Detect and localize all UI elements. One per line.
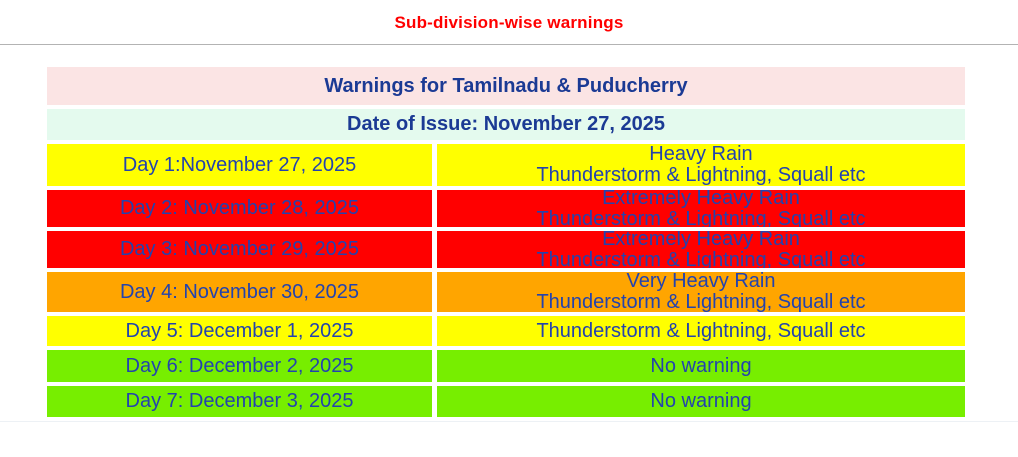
warning-cell: No warning bbox=[437, 386, 965, 417]
day-label: Day 3: November 29, 2025 bbox=[119, 238, 360, 260]
warning-line-2: Thunderstorm & Lightning, Squall etc bbox=[536, 164, 866, 186]
page-title: Sub-division-wise warnings bbox=[394, 13, 624, 32]
bottom-divider bbox=[0, 421, 1018, 422]
warning-line-2: No warning bbox=[650, 390, 752, 412]
warning-cell: Very Heavy Rain Thunderstorm & Lightning… bbox=[437, 272, 965, 312]
warning-cell: Extremely Heavy Rain Thunderstorm & Ligh… bbox=[437, 190, 965, 227]
day-cell: Day 7: December 3, 2025 bbox=[47, 386, 432, 417]
warnings-table: Warnings for Tamilnadu & Puducherry Date… bbox=[47, 67, 965, 417]
warning-line-1: Very Heavy Rain bbox=[626, 272, 776, 292]
day-cell: Day 6: December 2, 2025 bbox=[47, 350, 432, 382]
date-of-issue: Date of Issue: November 27, 2025 bbox=[347, 113, 665, 135]
day-cell: Day 5: December 1, 2025 bbox=[47, 316, 432, 346]
warning-row-day-7: Day 7: December 3, 2025 No warning bbox=[47, 386, 965, 417]
warning-cell: No warning bbox=[437, 350, 965, 382]
table-title: Warnings for Tamilnadu & Puducherry bbox=[324, 74, 688, 97]
warning-cell: Heavy Rain Thunderstorm & Lightning, Squ… bbox=[437, 144, 965, 186]
warning-line-1: Heavy Rain bbox=[649, 144, 753, 165]
day-label: Day 7: December 3, 2025 bbox=[125, 390, 354, 412]
day-label: Day 5: December 1, 2025 bbox=[125, 319, 354, 342]
date-of-issue-row: Date of Issue: November 27, 2025 bbox=[47, 109, 965, 140]
warning-line-2: Thunderstorm & Lightning, Squall etc bbox=[536, 319, 866, 342]
warning-line-1: Extremely Heavy Rain bbox=[602, 231, 800, 250]
warning-line-2: Thunderstorm & Lightning, Squall etc bbox=[536, 248, 866, 268]
day-label: Day 1:November 27, 2025 bbox=[122, 153, 357, 176]
page-header: Sub-division-wise warnings bbox=[0, 0, 1018, 45]
day-label: Day 4: November 30, 2025 bbox=[119, 280, 360, 303]
day-cell: Day 3: November 29, 2025 bbox=[47, 231, 432, 268]
day-cell: Day 4: November 30, 2025 bbox=[47, 272, 432, 312]
warning-row-day-4: Day 4: November 30, 2025 Very Heavy Rain… bbox=[47, 272, 965, 312]
table-title-row: Warnings for Tamilnadu & Puducherry bbox=[47, 67, 965, 105]
warning-row-day-6: Day 6: December 2, 2025 No warning bbox=[47, 350, 965, 382]
day-cell: Day 1:November 27, 2025 bbox=[47, 144, 432, 186]
warning-row-day-3: Day 3: November 29, 2025 Extremely Heavy… bbox=[47, 231, 965, 268]
warning-cell: Thunderstorm & Lightning, Squall etc bbox=[437, 316, 965, 346]
day-label: Day 2: November 28, 2025 bbox=[119, 197, 360, 219]
warning-line-2: Thunderstorm & Lightning, Squall etc bbox=[536, 291, 866, 313]
warning-line-2: Thunderstorm & Lightning, Squall etc bbox=[536, 207, 866, 227]
day-cell: Day 2: November 28, 2025 bbox=[47, 190, 432, 227]
table-title-cell: Warnings for Tamilnadu & Puducherry bbox=[47, 67, 965, 105]
warning-line-2: No warning bbox=[650, 354, 752, 377]
warning-cell: Extremely Heavy Rain Thunderstorm & Ligh… bbox=[437, 231, 965, 268]
warning-row-day-5: Day 5: December 1, 2025 Thunderstorm & L… bbox=[47, 316, 965, 346]
date-of-issue-cell: Date of Issue: November 27, 2025 bbox=[47, 109, 965, 140]
day-label: Day 6: December 2, 2025 bbox=[125, 354, 354, 377]
warning-row-day-1: Day 1:November 27, 2025 Heavy Rain Thund… bbox=[47, 144, 965, 186]
warning-line-1: Extremely Heavy Rain bbox=[602, 190, 800, 209]
warning-row-day-2: Day 2: November 28, 2025 Extremely Heavy… bbox=[47, 190, 965, 227]
